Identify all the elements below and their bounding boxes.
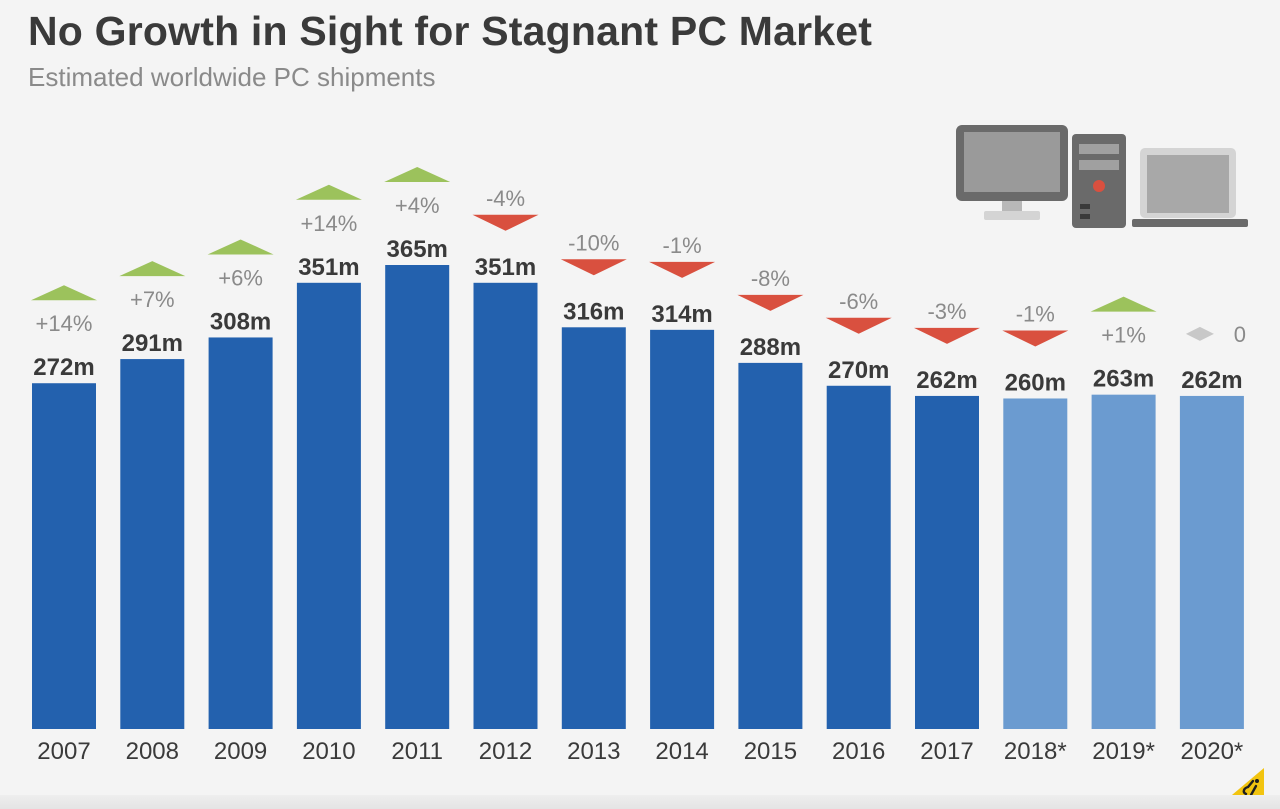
- pc-illustration: [956, 125, 1248, 228]
- down-arrow-icon: [1002, 330, 1069, 347]
- x-tick-label: 2020*: [1181, 738, 1244, 765]
- down-arrow-icon: [737, 294, 804, 311]
- flat-arrow-icon: [1185, 326, 1214, 341]
- value-label: 288m: [740, 334, 801, 361]
- down-arrow-icon: [472, 214, 539, 231]
- bar: [473, 282, 538, 729]
- value-label: 314m: [651, 301, 712, 328]
- x-tick-label: 2007: [37, 738, 90, 765]
- x-tick-label: 2018*: [1004, 738, 1067, 765]
- up-arrow-icon: [1090, 296, 1157, 312]
- x-tick-label: 2016: [832, 738, 885, 765]
- x-tick-label: 2011: [391, 738, 443, 765]
- value-label: 262m: [916, 367, 977, 394]
- x-tick-label: 2014: [655, 738, 708, 765]
- chart-title: No Growth in Sight for Stagnant PC Marke…: [28, 8, 873, 54]
- bar: [738, 362, 803, 729]
- down-arrow-icon: [560, 259, 627, 276]
- pc-tower-icon: [1072, 134, 1126, 228]
- x-tick-label: 2010: [302, 738, 355, 765]
- value-label: 316m: [563, 298, 624, 325]
- laptop-icon: [1132, 148, 1248, 227]
- chart-subtitle: Estimated worldwide PC shipments: [28, 62, 436, 92]
- bar: [296, 282, 361, 729]
- bar: [120, 359, 185, 729]
- change-label: -1%: [663, 233, 702, 258]
- change-label: +7%: [130, 287, 175, 312]
- x-tick-label: 2012: [479, 738, 532, 765]
- bottom-border: [0, 795, 1280, 809]
- bar: [385, 265, 450, 729]
- value-label: 351m: [298, 254, 359, 281]
- change-label: +14%: [300, 211, 357, 236]
- x-tick-label: 2019*: [1092, 738, 1155, 765]
- up-arrow-icon: [384, 167, 451, 182]
- x-tick-label: 2015: [744, 738, 797, 765]
- change-label: -8%: [751, 266, 790, 291]
- value-label: 262m: [1181, 367, 1242, 394]
- value-label: 272m: [33, 354, 94, 381]
- x-tick-label: 2013: [567, 738, 620, 765]
- x-tick-label: 2008: [126, 738, 179, 765]
- bar: [1003, 398, 1068, 729]
- change-label: +6%: [218, 265, 263, 290]
- change-label: -6%: [839, 289, 878, 314]
- change-label: +1%: [1101, 323, 1146, 348]
- change-label: -4%: [486, 186, 525, 211]
- bar: [1179, 395, 1244, 729]
- value-label: 263m: [1093, 366, 1154, 393]
- value-label: 291m: [122, 330, 183, 357]
- x-tick-label: 2017: [920, 738, 973, 765]
- bar: [826, 385, 891, 729]
- up-arrow-icon: [295, 184, 362, 200]
- value-label: 260m: [1005, 369, 1066, 396]
- value-label: 270m: [828, 357, 889, 384]
- down-arrow-icon: [914, 327, 980, 344]
- change-label: -3%: [927, 299, 966, 324]
- statista-logo-icon: [1226, 768, 1264, 800]
- value-label: 308m: [210, 308, 271, 335]
- value-label: 365m: [387, 236, 448, 263]
- bar: [32, 383, 96, 729]
- change-label: +14%: [36, 311, 93, 336]
- bar: [1091, 394, 1156, 729]
- bar: [208, 337, 273, 729]
- desktop-monitor-icon: [956, 125, 1068, 220]
- change-label: -1%: [1016, 301, 1055, 326]
- up-arrow-icon: [119, 261, 186, 277]
- bar: [650, 329, 715, 729]
- value-label: 351m: [475, 254, 536, 281]
- x-tick-label: 2009: [214, 738, 267, 765]
- change-label: +4%: [395, 193, 440, 218]
- bar: [915, 395, 979, 729]
- up-arrow-icon: [207, 239, 274, 255]
- up-arrow-icon: [31, 285, 97, 301]
- bar: [561, 327, 626, 729]
- down-arrow-icon: [825, 317, 892, 334]
- change-label: 0: [1234, 322, 1246, 347]
- change-label: -10%: [568, 230, 619, 255]
- down-arrow-icon: [649, 261, 716, 278]
